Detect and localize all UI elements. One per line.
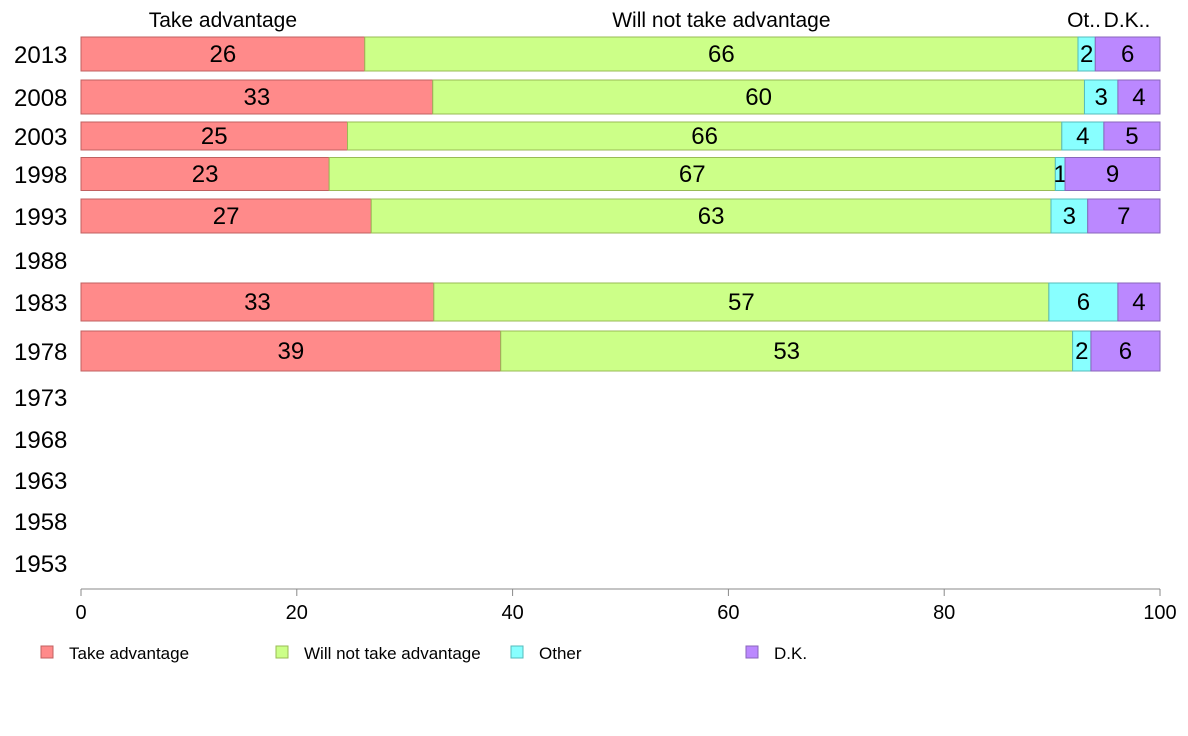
data-label-1978-0: 39: [278, 338, 305, 365]
column-header-2: Ot..: [1067, 9, 1101, 32]
legend-label-1: Will not take advantage: [304, 644, 481, 663]
bar-segment-1998-1: [328, 157, 1056, 191]
data-label-2003-3: 5: [1125, 123, 1138, 150]
data-label-2013-3: 6: [1121, 41, 1134, 68]
column-header-3: D.K..: [1104, 9, 1151, 32]
bar-segment-1983-1: [433, 282, 1050, 322]
legend-swatch-3: [745, 645, 759, 659]
x-tick-label-0: 0: [75, 602, 86, 624]
data-label-1983-3: 4: [1132, 289, 1145, 316]
bar-segment-2003-3: [1103, 121, 1161, 151]
bar-segment-2008-2: [1083, 79, 1119, 115]
bars: 26 66 2 633 60 3 425 66 4 523 67 1 927 63 3 733 57 6 439 53…: [80, 36, 1161, 372]
bar-segment-2003-2: [1061, 121, 1105, 151]
year-label-1978: 1978: [14, 339, 67, 366]
year-label-2013: 2013: [14, 42, 67, 69]
year-label-1988: 1988: [14, 248, 67, 275]
year-label-1958: 1958: [14, 509, 67, 536]
data-label-1998-0: 23: [192, 161, 219, 188]
legend-label-3: D.K.: [774, 644, 807, 663]
bar-segment-2013-1: [364, 36, 1079, 72]
bar-segment-1998-3: [1064, 157, 1161, 191]
column-header-0: Take advantage: [149, 9, 297, 32]
bar-segment-2008-0: [80, 79, 434, 115]
bar-segment-2003-0: [80, 121, 349, 151]
legend: Take advantage Will not take advantage Oth…: [40, 644, 807, 663]
data-label-1993-1: 63: [698, 203, 725, 230]
year-label-2003: 2003: [14, 124, 67, 151]
data-label-2013-0: 26: [210, 41, 237, 68]
year-label-2008: 2008: [14, 85, 67, 112]
bar-segment-1983-0: [80, 282, 435, 322]
legend-swatch-2: [510, 645, 524, 659]
data-label-1978-1: 53: [773, 338, 800, 365]
legend-label-0: Take advantage: [69, 644, 189, 663]
year-label-1983: 1983: [14, 290, 67, 317]
year-label-1973: 1973: [14, 385, 67, 412]
x-tick-label-20: 20: [286, 602, 308, 624]
data-label-1983-2: 6: [1077, 289, 1090, 316]
x-tick-label-40: 40: [501, 602, 523, 624]
bar-segment-1993-1: [370, 198, 1052, 234]
data-label-2013-1: 66: [708, 41, 735, 68]
column-headers: Take advantage Will not take advantage Ot.…: [149, 9, 1151, 32]
bar-segment-2008-1: [432, 79, 1085, 115]
data-label-2008-2: 3: [1095, 84, 1108, 111]
legend-swatch-1: [275, 645, 289, 659]
data-label-2008-0: 33: [244, 84, 271, 111]
year-label-1953: 1953: [14, 551, 67, 578]
x-axis: 0 20 40 60 80 100: [75, 588, 1177, 624]
year-label-1998: 1998: [14, 162, 67, 189]
bar-segment-1983-2: [1048, 282, 1119, 322]
data-label-2003-1: 66: [691, 123, 718, 150]
year-label-1963: 1963: [14, 468, 67, 495]
x-tick-label-60: 60: [717, 602, 739, 624]
legend-swatch-0: [40, 645, 54, 659]
data-label-1998-1: 67: [679, 161, 706, 188]
data-label-1993-0: 27: [213, 203, 240, 230]
data-label-1983-1: 57: [728, 289, 755, 316]
year-label-1968: 1968: [14, 427, 67, 454]
bar-segment-1998-0: [80, 157, 330, 191]
data-label-1998-3: 9: [1106, 161, 1119, 188]
bar-segment-1978-0: [80, 330, 502, 372]
x-tick-label-100: 100: [1143, 602, 1176, 624]
data-label-1993-3: 7: [1117, 203, 1130, 230]
bar-segment-1983-3: [1117, 282, 1161, 322]
data-label-1998-2: 1: [1054, 161, 1067, 188]
bar-segment-2003-1: [347, 121, 1063, 151]
bar-segment-1993-3: [1087, 198, 1161, 234]
data-label-2008-1: 60: [745, 84, 772, 111]
bar-segment-1978-3: [1090, 330, 1161, 372]
year-labels: 2013 2008 2003 1998 1993 1988 1983 1978 1973 1968…: [14, 42, 67, 578]
bar-segment-2008-3: [1117, 79, 1161, 115]
year-label-1993: 1993: [14, 204, 67, 231]
data-label-1978-3: 6: [1119, 338, 1132, 365]
data-label-1983-0: 33: [244, 289, 271, 316]
data-label-2003-2: 4: [1076, 123, 1089, 150]
column-header-1: Will not take advantage: [612, 9, 830, 32]
data-label-1993-2: 3: [1063, 203, 1076, 230]
legend-label-2: Other: [539, 644, 582, 663]
data-label-2013-2: 2: [1080, 41, 1093, 68]
data-label-2003-0: 25: [201, 123, 228, 150]
x-tick-label-80: 80: [933, 602, 955, 624]
bar-segment-1993-0: [80, 198, 372, 234]
bar-segment-2013-3: [1094, 36, 1161, 72]
bar-segment-2013-0: [80, 36, 366, 72]
data-label-2008-3: 4: [1132, 84, 1145, 111]
data-label-1978-2: 2: [1075, 338, 1088, 365]
